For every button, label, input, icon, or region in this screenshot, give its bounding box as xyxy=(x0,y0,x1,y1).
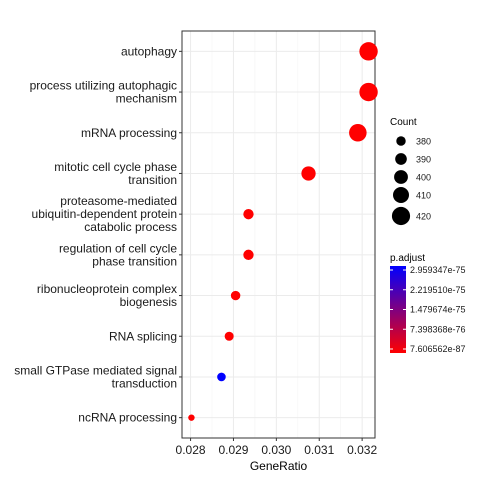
y-tick-label: mRNA processing xyxy=(81,126,177,140)
count-legend-label: 400 xyxy=(416,173,431,183)
count-legend-label: 380 xyxy=(416,137,431,147)
x-axis-title: GeneRatio xyxy=(250,459,308,473)
y-tick-label-line: mechanism xyxy=(116,92,177,106)
p-adjust-legend-label: 7.606562e-87 xyxy=(410,344,466,354)
p-adjust-legend: p.adjust 2.959347e-75 2.219510e-75 1.47967… xyxy=(390,253,466,354)
y-tick-label: proteasome-mediated ubiquitin-dependent p… xyxy=(32,194,177,234)
y-tick-label-line: phase transition xyxy=(92,254,177,268)
p-adjust-legend-label: 7.398368e-76 xyxy=(410,324,466,334)
p-adjust-legend-title: p.adjust xyxy=(390,253,425,264)
p-adjust-legend-label: 2.219510e-75 xyxy=(410,285,466,295)
p-adjust-legend-label: 2.959347e-75 xyxy=(410,265,466,275)
y-tick-label-line: transition xyxy=(128,173,177,187)
p-adjust-colorbar xyxy=(390,266,406,353)
x-tick-label: 0.028 xyxy=(176,443,206,457)
data-point xyxy=(359,42,378,61)
data-point xyxy=(230,290,241,301)
y-tick-label: process utilizing autophagic mechanism xyxy=(30,79,177,106)
y-tick-label-line: process utilizing autophagic xyxy=(30,79,177,93)
y-tick-label: ncRNA processing xyxy=(78,411,177,425)
y-tick-label-line: regulation of cell cycle xyxy=(59,241,177,255)
y-tick-label-line: small GTPase mediated signal xyxy=(14,363,177,377)
count-legend-key xyxy=(391,206,411,226)
y-tick-label-line: proteasome-mediated xyxy=(60,194,177,208)
y-tick-label-line: catabolic process xyxy=(84,220,177,234)
data-point xyxy=(301,166,316,181)
y-tick-label: regulation of cell cycle phase transition xyxy=(59,241,177,268)
y-tick-label-line: transduction xyxy=(112,376,177,390)
p-adjust-legend-label: 1.479674e-75 xyxy=(410,305,466,315)
data-point xyxy=(217,372,226,382)
y-axis-labels: autophagy process utilizing autophagic mec… xyxy=(14,44,177,424)
data-point xyxy=(243,249,254,261)
y-tick-label-line: biogenesis xyxy=(120,295,177,309)
count-legend-key xyxy=(394,170,408,184)
count-legend-key xyxy=(395,153,407,165)
x-tick-label: 0.029 xyxy=(218,443,248,457)
count-legend-key xyxy=(393,187,409,203)
x-tick-label: 0.031 xyxy=(304,443,334,457)
y-tick-label-line: ncRNA processing xyxy=(78,411,177,425)
count-legend-title: Count xyxy=(390,117,417,128)
grid-lines xyxy=(182,31,375,438)
plot-panel xyxy=(181,30,376,439)
data-point xyxy=(224,331,234,341)
data-points xyxy=(188,42,378,421)
count-legend: Count 380 390 400 410 420 xyxy=(390,117,431,226)
y-tick-label: small GTPase mediated signal transduction xyxy=(14,363,177,390)
y-tick-label-line: RNA splicing xyxy=(109,329,177,343)
x-axis-labels: 0.028 0.029 0.030 0.031 0.032 xyxy=(176,443,378,457)
y-tick-label-line: ubiquitin-dependent protein xyxy=(32,207,177,221)
data-point xyxy=(349,123,367,142)
y-tick-label-line: autophagy xyxy=(121,44,177,58)
count-legend-label: 410 xyxy=(416,191,431,201)
count-legend-key xyxy=(396,136,406,146)
y-tick-label-line: mitotic cell cycle phase xyxy=(54,160,177,174)
y-tick-label: autophagy xyxy=(121,44,177,58)
x-tick-label: 0.030 xyxy=(261,443,291,457)
y-tick-label-line: ribonucleoprotein complex xyxy=(37,282,177,296)
data-point xyxy=(243,208,254,220)
count-legend-label: 420 xyxy=(416,212,431,222)
y-tick-label: ribonucleoprotein complex biogenesis xyxy=(37,282,177,309)
y-tick-label: mitotic cell cycle phase transition xyxy=(54,160,177,187)
data-point xyxy=(188,414,195,421)
data-point xyxy=(359,82,378,102)
y-tick-label-line: mRNA processing xyxy=(81,126,177,140)
y-tick-label: RNA splicing xyxy=(109,329,177,343)
count-legend-label: 390 xyxy=(416,155,431,165)
x-tick-label: 0.032 xyxy=(347,443,377,457)
axis-ticks xyxy=(179,50,363,441)
